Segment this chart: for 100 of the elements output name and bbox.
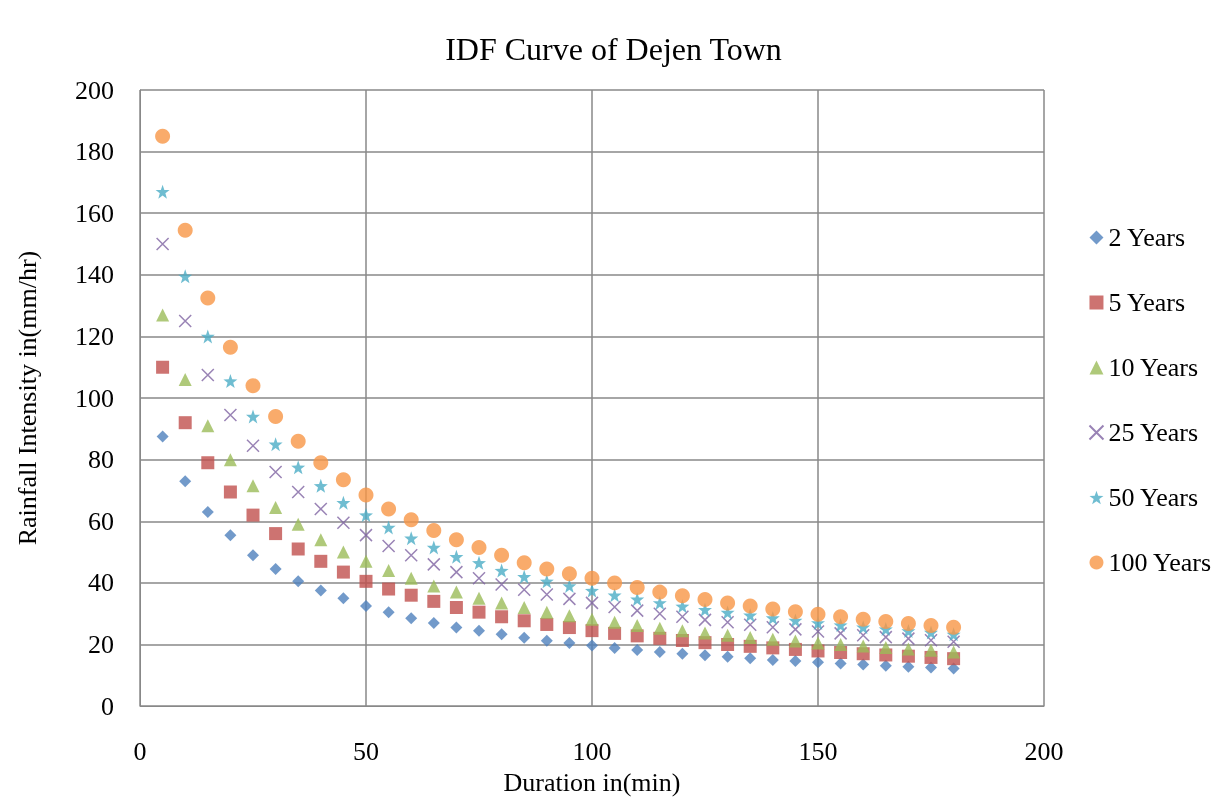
point [382,564,396,578]
legend-label: 25 Years [1108,418,1199,447]
point [359,554,373,568]
point [336,545,350,559]
point [607,588,622,603]
y-axis-title: Rainfall Intensity in(mm/hr) [12,250,42,546]
point [562,621,576,635]
point [857,658,870,671]
point [517,614,531,628]
point [448,532,464,548]
point [923,617,939,633]
point [246,479,260,493]
point [245,378,261,394]
point [811,624,825,639]
point [314,533,328,547]
point [834,657,847,670]
point [834,637,848,651]
point [268,409,284,425]
point [742,598,758,614]
point [516,555,532,571]
point [812,656,824,669]
point [336,516,351,530]
point [314,502,328,516]
point [855,611,871,627]
point [674,588,690,604]
point [495,628,508,641]
point [562,578,577,593]
point [314,554,328,568]
point [495,610,509,624]
point [901,631,916,646]
point [155,128,171,144]
point [201,506,214,519]
point [901,642,915,656]
point [449,549,464,564]
point [676,647,689,660]
point [810,606,826,622]
point [833,609,849,625]
point [471,539,487,555]
point [561,566,577,582]
point [223,374,238,389]
point [223,485,237,499]
point [246,508,260,522]
point [811,636,825,650]
point [473,624,485,637]
legend-label: 5 Years [1108,288,1186,317]
point [200,329,215,344]
point [494,577,509,592]
point [246,439,260,453]
point [766,632,780,646]
point [427,557,441,572]
point [381,501,397,517]
point [269,527,283,541]
point [879,641,893,655]
point [426,540,441,555]
point [291,485,305,499]
point [178,269,193,284]
point [247,549,259,562]
x-tick-label: 200 [1024,736,1064,766]
point [381,520,396,535]
point [788,634,802,648]
chart-title: IDF Curve of Dejen Town [445,31,782,67]
point [427,616,440,629]
point [222,339,238,355]
point [178,314,192,328]
point [449,601,463,615]
y-tick-label: 20 [88,629,114,659]
point [156,308,170,322]
point [539,574,554,589]
point [766,653,779,666]
point [201,368,215,382]
point [155,237,170,251]
point [472,555,486,570]
point [902,660,915,673]
point [698,626,712,640]
x-tick-label: 100 [572,736,612,766]
point [518,631,531,644]
point [359,508,373,523]
point [653,645,666,658]
point [630,592,645,607]
point [291,517,305,531]
point [653,621,667,635]
point [156,360,170,374]
point [585,583,599,598]
point [223,408,238,422]
point [585,612,599,626]
point [879,630,893,644]
point [925,661,937,674]
point [721,628,735,642]
point [268,437,283,452]
point [946,619,962,635]
point [540,587,554,602]
point [630,603,644,618]
point [631,644,644,657]
point [947,645,961,659]
point [337,592,350,605]
point [404,588,418,602]
point [359,528,373,542]
point [562,592,577,606]
y-tick-label: 80 [88,445,114,475]
point [201,456,215,470]
